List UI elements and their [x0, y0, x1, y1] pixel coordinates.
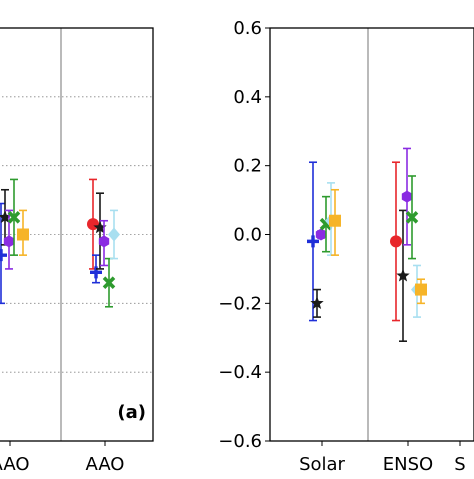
panel-0: AAO AAO (a): [0, 27, 154, 475]
marker-square: [329, 214, 341, 227]
axes-frame: [269, 27, 474, 442]
data-point-s6-c0: [17, 209, 29, 256]
y-tick-label-5: −0.4: [218, 362, 262, 383]
marker-star: [310, 296, 324, 309]
marker-star: [93, 220, 107, 234]
data-point-s3-c1: [401, 147, 413, 246]
data-point-s2-c1: [93, 192, 107, 270]
marker-star: [0, 210, 12, 223]
marker-hexagon: [401, 190, 413, 203]
data-point-s5-c1: [108, 209, 120, 260]
data-point-s2-c0: [310, 288, 324, 318]
data-point-s6-c1: [415, 278, 427, 305]
marker-plus: [0, 249, 7, 262]
data-point-s1-c0: [0, 202, 7, 305]
data-point-s2-c1: [396, 209, 410, 342]
panel-label: (a): [117, 402, 146, 423]
x-tick-label-0: Solar: [299, 454, 345, 474]
data-point-s6-c0: [329, 188, 341, 256]
marker-circle: [390, 235, 402, 248]
y-tick-label-3: 0.0: [233, 225, 262, 246]
y-tick-label-4: −0.2: [218, 293, 262, 314]
marker-square: [17, 228, 29, 241]
x-tick-label-1: AAO: [86, 454, 125, 474]
marker-square: [415, 283, 427, 296]
marker-hexagon: [3, 235, 15, 248]
axes-frame: [0, 27, 154, 442]
marker-plus: [307, 235, 319, 248]
data-point-s3-c1: [98, 219, 110, 267]
data-point-s4-c1: [405, 175, 419, 260]
y-tick-label-2: 0.2: [233, 156, 262, 177]
marker-x: [405, 211, 419, 224]
marker-x: [102, 276, 116, 289]
y-tick-label-6: −0.6: [218, 431, 262, 452]
data-point-s3-c0: [315, 228, 327, 241]
marker-x: [7, 211, 21, 224]
data-point-s1-c0: [307, 161, 319, 322]
y-tick-label-0: 0.6: [233, 18, 262, 39]
data-point-s4-c0: [7, 178, 21, 256]
data-point-s0-c1: [390, 161, 402, 322]
marker-hexagon: [98, 235, 110, 248]
marker-star: [396, 268, 410, 282]
x-tick-label-2: S: [454, 454, 465, 474]
x-tick-label-1: ENSO: [383, 454, 433, 474]
y-tick-label-1: 0.4: [233, 87, 262, 108]
marker-hexagon: [315, 228, 327, 241]
panel-1: Solar ENSO S 0.6 0.4 0.2 0.0 −0.2 −0.4 −0.6: [218, 18, 474, 475]
x-tick-label-0: AAO: [0, 454, 29, 474]
marker-diamond: [108, 227, 120, 242]
